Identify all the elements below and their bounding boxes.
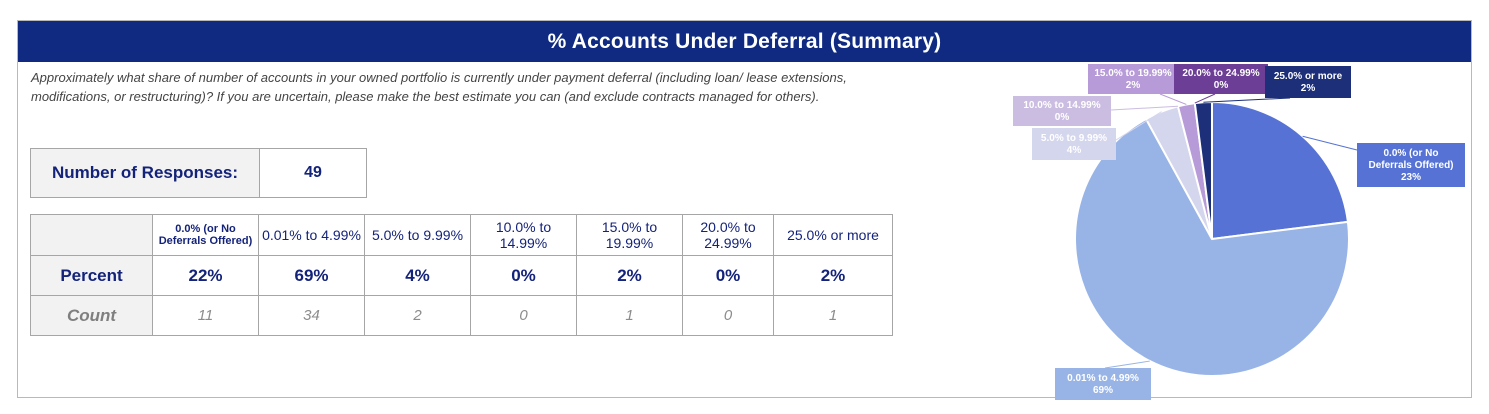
data-label-box [1357,143,1465,187]
table-header-cell: 5.0% to 9.99% [364,214,471,256]
table-row: Percent 22% 69% 4% 0% 2% 0% 2% [30,255,893,296]
summary-table: 0.0% (or No Deferrals Offered) 0.01% to … [30,214,893,336]
data-label-box [1055,368,1151,400]
table-header-cell: 20.0% to 24.99% [682,214,774,256]
leader-line [1104,360,1150,369]
count-cell: 0 [470,295,577,336]
leader-line [1159,93,1187,105]
data-label: 0.01% to 4.99% 69% [1067,373,1139,396]
data-label: 15.0% to 19.99% 2% [1094,68,1171,91]
percent-cell: 0% [682,255,774,296]
data-label: 25.0% or more 2% [1274,71,1343,94]
leader-line [1203,97,1291,103]
table-row: Count 11 34 2 0 1 0 1 [30,295,893,336]
data-label: 0.0% (or No Deferrals Offered) 23% [1368,148,1453,183]
data-label-box [1032,128,1116,160]
table-header-row: 0.0% (or No Deferrals Offered) 0.01% to … [30,214,893,256]
leader-line [1302,135,1358,151]
leader-line [1110,105,1178,111]
data-label: 20.0% to 24.99% 0% [1182,68,1259,91]
count-cell: 11 [152,295,259,336]
responses-box: Number of Responses: 49 [30,148,367,198]
data-label-box [1265,66,1351,98]
chart-title: % Accounts Under Deferral (Summary) [18,21,1471,62]
count-cell: 1 [773,295,893,336]
percent-cell: 2% [773,255,893,296]
percent-row-label: Percent [30,255,153,296]
table-corner [30,214,153,256]
percent-cell: 2% [576,255,683,296]
data-label: 10.0% to 14.99% 0% [1023,100,1100,123]
percent-cell: 69% [258,255,365,296]
question-text: Approximately what share of number of ac… [31,70,847,104]
pie-slice [1211,100,1350,241]
data-label-box [1088,64,1178,94]
data-label-box [1013,96,1111,126]
table-header-cell: 10.0% to 14.99% [470,214,577,256]
count-cell: 2 [364,295,471,336]
responses-value: 49 [259,148,367,198]
table-header-cell: 0.0% (or No Deferrals Offered) [152,214,259,256]
table-header-cell: 25.0% or more [773,214,893,256]
responses-label: Number of Responses: [30,148,260,198]
pie-slice [1074,117,1350,377]
table-header-cell: 15.0% to 19.99% [576,214,683,256]
count-cell: 34 [258,295,365,336]
data-label-box [1174,64,1268,94]
table-header-cell: 0.01% to 4.99% [258,214,365,256]
data-label: 5.0% to 9.99% 4% [1041,133,1107,156]
leader-line [1194,93,1216,104]
leader-line [1115,111,1162,141]
percent-cell: 0% [470,255,577,296]
